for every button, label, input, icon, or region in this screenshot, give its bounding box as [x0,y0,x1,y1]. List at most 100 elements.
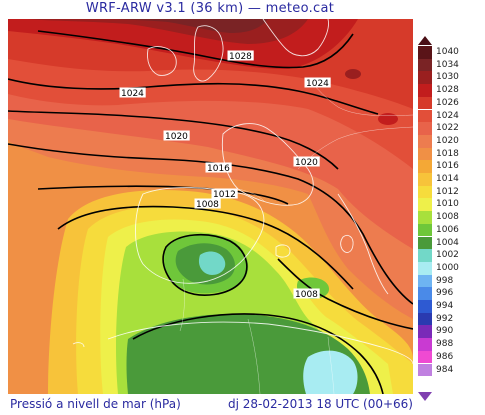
map-title: WRF-ARW v3.1 (36 km) — meteo.cat [85,1,335,16]
legend-entry: 1012 [418,185,485,199]
legend-swatch [418,58,432,72]
pressure-field-1002 [198,251,226,275]
legend-label: 988 [436,339,454,350]
legend-swatch [418,109,432,123]
legend-label: 992 [436,313,454,324]
coast-british-isles [147,46,177,76]
coast-corsica [340,234,354,253]
legend-label: 1024 [436,110,459,121]
legend-label: 1028 [436,85,459,96]
legend-label: 1026 [436,97,459,108]
legend-entry: 1034 [418,58,485,72]
isobar-label-bg [293,156,320,167]
legend-swatch [418,84,432,97]
legend-label: 1016 [436,161,459,172]
isobar-label-bg [304,77,331,88]
legend-swatch [418,236,432,250]
legend-label: 1030 [436,72,459,83]
legend-label: 1020 [436,135,459,146]
legend-swatch [418,147,432,161]
legend-entry: 984 [418,363,485,377]
isobar-label: 1008 [196,200,219,210]
legend-entry: 992 [418,312,485,326]
legend-entry: 1002 [418,249,485,262]
legend-swatch [418,287,432,300]
legend-entry: 1030 [418,71,485,85]
legend-swatch [418,122,432,135]
legend-swatch [418,71,432,85]
isobar-label-bg [293,288,320,299]
legend-entry: 1026 [418,96,485,110]
legend-swatch [418,185,432,199]
isobar-1012 [57,205,354,290]
isobars [8,30,413,394]
legend-label: 1034 [436,59,459,70]
legend-label: 1000 [436,262,459,273]
coast-north-africa [107,321,413,365]
coastlines [72,19,413,365]
isobar-1016 [37,185,289,205]
coast-italy [337,193,389,295]
legend-label: 994 [436,301,454,311]
isobar-label: 1020 [165,132,188,142]
coast-scandinavia [262,19,329,57]
legend-entry: 1020 [418,134,485,148]
isobar-label: 1012 [213,190,236,200]
legend-entry: 1008 [418,211,485,224]
legend-swatch [418,211,432,224]
legend-swatch [418,350,432,364]
legend-label: 1022 [436,123,459,134]
legend-swatch [418,261,432,275]
legend-label: 1012 [436,186,459,197]
legend-entry: 1000 [418,261,485,275]
isobar-label: 1024 [121,89,144,99]
isobar-label: 1020 [295,158,318,168]
legend-swatch [418,198,432,212]
isobar-label-bg [119,87,146,98]
legend-label: 1008 [436,212,459,223]
isobar-label: 1016 [207,164,230,174]
legend-label: 996 [436,288,454,299]
legend-arrow-up-icon [418,36,432,45]
legend-swatch [418,96,432,110]
legend-label: 990 [436,326,454,337]
isobar-1024-north [8,78,379,115]
legend-swatch [418,325,432,339]
legend-swatch [418,46,432,59]
legend-label: 1002 [436,250,459,261]
legend-entry: 994 [418,300,485,313]
isobar-label: 1008 [295,290,318,300]
coast-great-britain [193,25,224,82]
isobar-label-bg [194,198,221,209]
isobar-1008-loop [162,233,248,296]
legend-entry: 1018 [418,147,485,161]
pressure-field-1034 [118,19,268,33]
legend-label: 984 [436,364,454,375]
legend-entry: 998 [418,274,485,288]
legend-label: 1040 [436,47,459,57]
coast-canaries [72,342,85,348]
coast-balearics [275,244,291,258]
legend-entry: 1022 [418,122,485,135]
legend-entry: 1016 [418,160,485,173]
legend-swatch [418,300,432,313]
legend-label: 1010 [436,199,459,210]
legend-swatch [418,134,432,148]
legend-entry: 1028 [418,84,485,97]
legend-label: 986 [436,351,454,362]
isobar-1024-mid [8,110,339,170]
legend-entry: 1004 [418,236,485,250]
legend-entry: 986 [418,350,485,364]
legend-label: 1004 [436,237,459,248]
legend-label: 1014 [436,174,459,184]
legend-entry: 990 [418,325,485,339]
legend-label: 998 [436,275,454,286]
pressure-field-small-high-2 [378,113,398,125]
legend-entry: 996 [418,287,485,300]
coast-france [221,123,314,206]
variable-label: Pressió a nivell de mar (hPa) [10,397,181,411]
legend-arrow-down-icon [418,392,432,401]
legend-swatch [418,312,432,326]
